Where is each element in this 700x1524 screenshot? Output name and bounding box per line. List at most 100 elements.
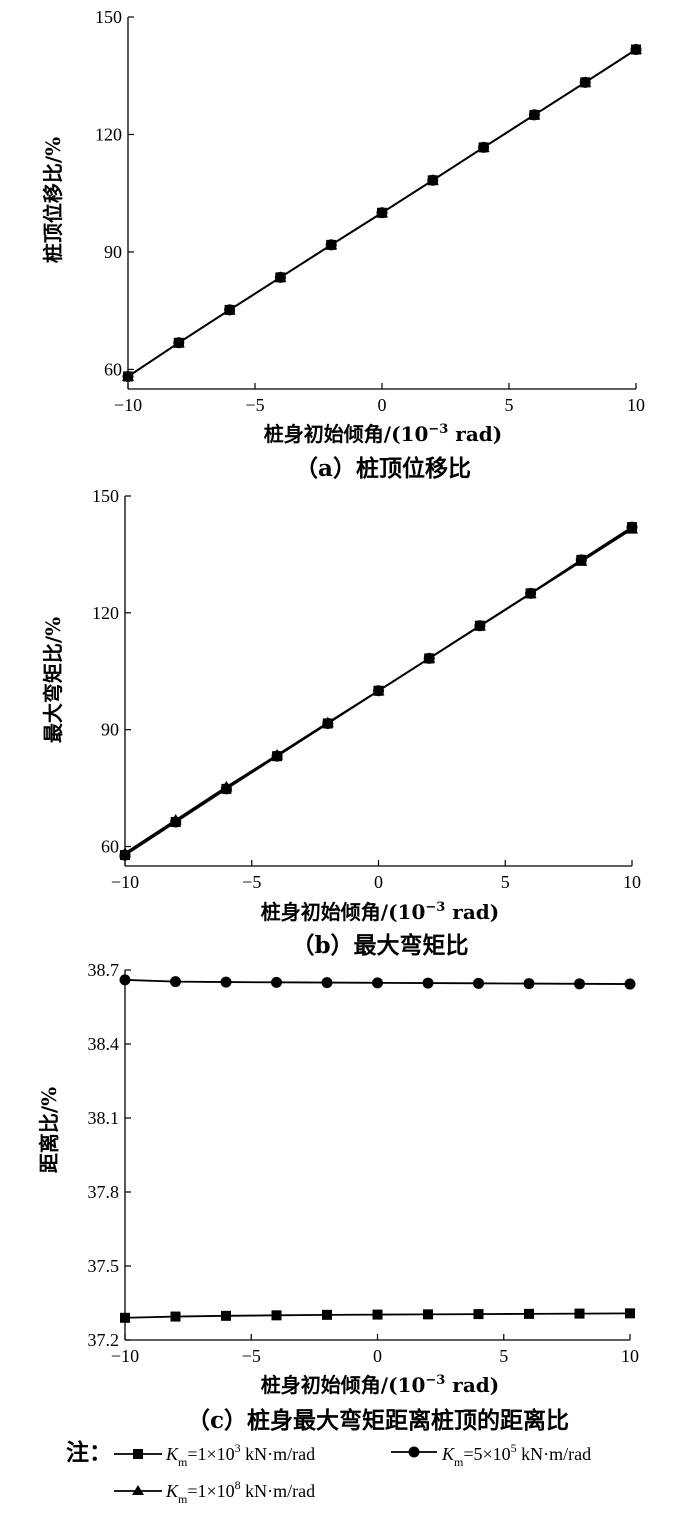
x-tick-label-a: 5: [505, 395, 514, 415]
data-point-circle-c: [624, 978, 636, 990]
legend-item-square: Km=1×103 kN·m/rad: [114, 1441, 315, 1469]
y-tick-label-b: 120: [92, 603, 119, 623]
x-tick-label-a: 0: [378, 395, 387, 415]
data-point-square-c: [271, 1310, 282, 1321]
y-tick-label-c: 37.2: [88, 1330, 120, 1350]
data-point-triangle-b: [321, 716, 334, 728]
chart-panel-a: 60 90 120 150 −10 −5 0 5 10 桩顶位移比/% 桩身初始倾角/(10−3…: [41, 7, 645, 482]
data-point-triangle-b: [169, 814, 182, 825]
x-tick-label-c: 10: [621, 1346, 639, 1366]
y-tick-label-b: 150: [92, 486, 119, 506]
data-point-circle-c: [574, 978, 585, 990]
y-tick-label-a: 120: [95, 124, 122, 144]
y-axis-label-a: 桩顶位移比/%: [41, 137, 65, 263]
y-tick-label-c: 38.1: [88, 1108, 120, 1128]
legend-note-label: 注：: [66, 1439, 112, 1466]
series-triangle-b: [119, 523, 638, 858]
data-point-square-c: [322, 1309, 332, 1320]
data-point-triangle-a: [528, 108, 541, 120]
plot-area-c: 37.2 37.5 37.8 38.1 38.4 38.7 −10 −5 0 5 10: [88, 960, 640, 1366]
y-tick-label-c: 37.5: [88, 1256, 120, 1276]
y-tick-label-a: 60: [104, 359, 122, 379]
x-axis-label-c: 桩身初始倾角/(10−3 rad): [261, 1373, 499, 1397]
legend: 注： Km=1×103 kN·m/rad Km=5×105 kN·m/rad K…: [66, 1439, 591, 1506]
caption-b: （b）最大弯矩比: [291, 932, 468, 959]
data-point-circle-c: [473, 977, 484, 989]
x-tick-label-c: 0: [373, 1346, 382, 1366]
x-axis-label-b: 桩身初始倾角/(10−3 rad): [261, 900, 499, 924]
y-tick-label-b: 60: [101, 837, 119, 857]
legend-label-1: Km=1×103 kN·m/rad: [165, 1441, 315, 1469]
data-point-triangle-a: [477, 141, 490, 152]
x-tick-label-c: 5: [499, 1346, 508, 1366]
data-point-triangle-b: [626, 523, 638, 534]
series-square-c: [120, 1308, 635, 1323]
data-point-triangle-b: [119, 847, 131, 858]
y-tick-label-c: 37.8: [88, 1182, 120, 1202]
x-tick-label-b: 0: [374, 872, 383, 892]
legend-marker-square: [133, 1449, 143, 1459]
data-point-circle-c: [372, 977, 383, 989]
y-axis-label-c: 距离比/%: [37, 1087, 61, 1173]
x-tick-label-b: −10: [111, 872, 139, 892]
y-tick-label-c: 38.4: [88, 1034, 120, 1054]
data-point-triangle-a: [426, 174, 439, 185]
plot-area-a: 60 90 120 150 −10 −5 0 5 10: [95, 7, 645, 415]
legend-item-triangle: Km=1×108 kN·m/rad: [114, 1478, 315, 1506]
chart-panel-b: 60 90 120 150 −10 −5 0 5 10 最大弯矩比/% 桩身初始倾角/(10−3…: [41, 486, 641, 959]
data-point-square-c: [423, 1309, 433, 1320]
data-point-square-c: [625, 1308, 635, 1319]
legend-marker-triangle: [132, 1485, 144, 1495]
x-tick-label-a: −5: [245, 395, 264, 415]
data-point-circle-c: [321, 977, 333, 989]
caption-c: （c）桩身最大弯矩距离桩顶的距离比: [187, 1407, 569, 1434]
data-point-triangle-b: [473, 620, 486, 631]
data-point-triangle-a: [630, 43, 642, 55]
series-circle-c: [119, 974, 636, 990]
y-tick-label-a: 150: [95, 7, 122, 27]
x-tick-label-b: 5: [501, 872, 510, 892]
legend-label-2: Km=5×105 kN·m/rad: [441, 1441, 591, 1469]
x-axis-label-a: 桩身初始倾角/(10−3 rad): [264, 422, 502, 446]
x-tick-label-c: −10: [111, 1346, 139, 1366]
data-point-triangle-b: [575, 555, 588, 566]
caption-a: （a）桩顶位移比: [295, 455, 471, 482]
data-point-triangle-a: [325, 238, 338, 250]
x-tick-label-b: 10: [623, 872, 641, 892]
data-point-square-c: [170, 1311, 181, 1322]
data-point-circle-c: [422, 977, 434, 989]
data-point-circle-c: [119, 974, 131, 986]
x-tick-label-c: −5: [242, 1346, 261, 1366]
series-triangle-a: [122, 43, 642, 381]
y-tick-label-a: 90: [104, 242, 122, 262]
data-point-triangle-a: [172, 336, 185, 348]
data-point-circle-c: [271, 976, 282, 988]
y-tick-label-c: 38.7: [88, 960, 120, 980]
x-tick-label-b: −5: [242, 872, 261, 892]
data-point-square-c: [574, 1308, 585, 1319]
x-tick-label-a: 10: [627, 395, 645, 415]
data-point-triangle-a: [122, 370, 134, 381]
legend-label-3: Km=1×108 kN·m/rad: [165, 1478, 315, 1506]
x-tick-label-a: −10: [114, 395, 142, 415]
data-point-square-c: [524, 1308, 534, 1319]
data-point-triangle-b: [372, 684, 385, 696]
data-point-triangle-a: [274, 271, 287, 282]
y-axis-label-b: 最大弯矩比/%: [41, 617, 65, 743]
legend-marker-circle: [408, 1446, 420, 1458]
data-point-square-c: [473, 1309, 484, 1320]
data-point-square-c: [221, 1310, 231, 1321]
data-point-triangle-b: [423, 652, 436, 663]
data-point-triangle-a: [376, 206, 388, 218]
data-point-triangle-a: [223, 303, 236, 315]
data-point-triangle-a: [579, 76, 592, 87]
data-point-square-c: [120, 1312, 130, 1323]
legend-item-circle: Km=5×105 kN·m/rad: [391, 1441, 591, 1469]
data-point-circle-c: [523, 978, 535, 990]
plot-area-b: 60 90 120 150 −10 −5 0 5 10: [92, 486, 641, 892]
data-point-circle-c: [170, 976, 181, 988]
y-tick-label-b: 90: [101, 720, 119, 740]
data-point-triangle-b: [524, 587, 537, 599]
data-point-square-c: [372, 1309, 383, 1320]
